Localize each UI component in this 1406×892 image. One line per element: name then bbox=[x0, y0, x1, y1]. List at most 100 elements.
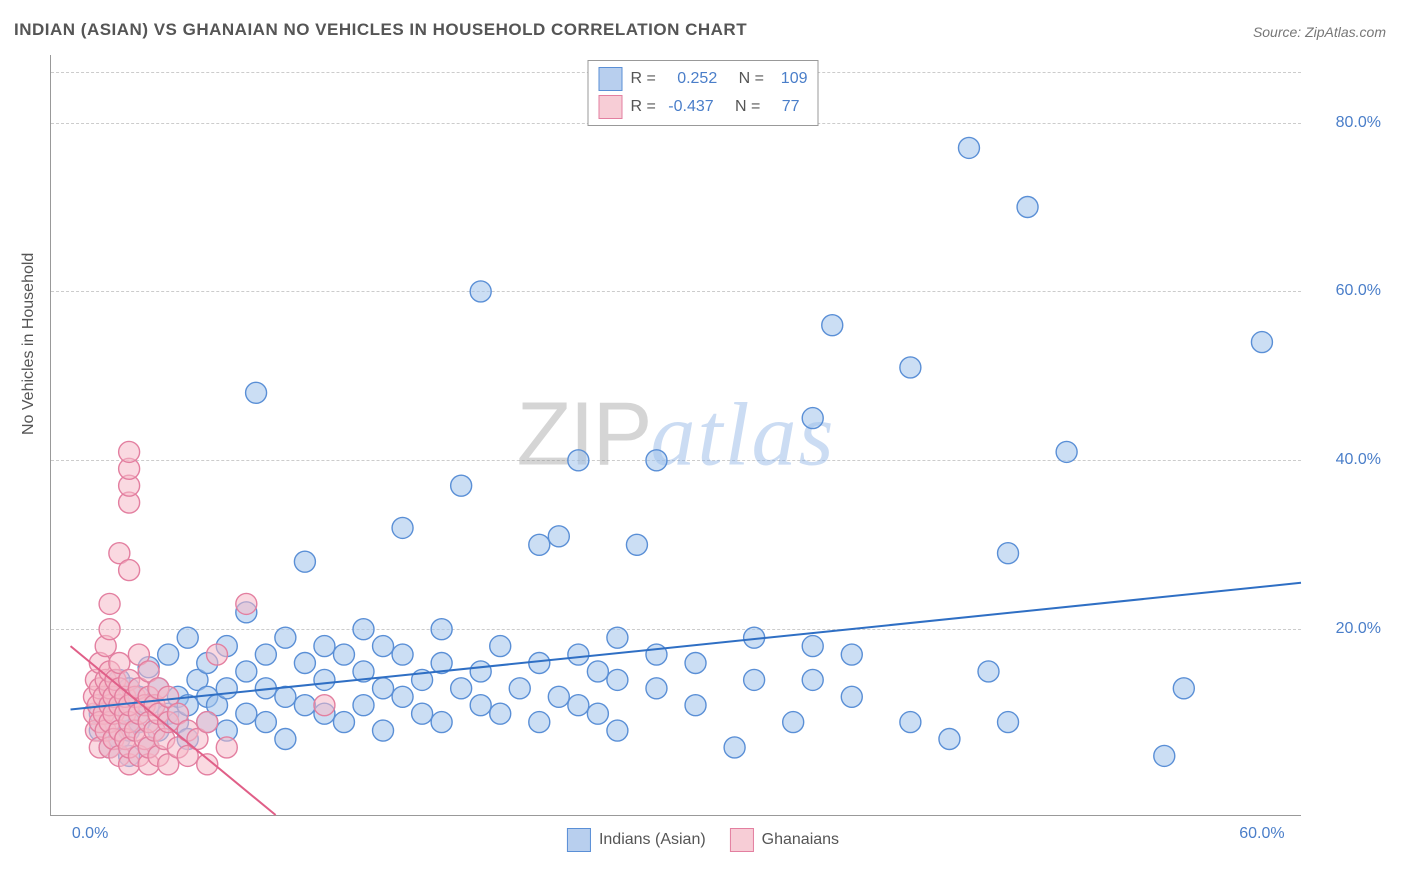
legend-series-label: Indians (Asian) bbox=[599, 831, 706, 849]
data-point bbox=[207, 644, 228, 665]
data-point bbox=[958, 137, 979, 158]
n-label: N = bbox=[725, 70, 768, 88]
data-point bbox=[490, 636, 511, 657]
data-point bbox=[529, 534, 550, 555]
data-point bbox=[978, 661, 999, 682]
data-point bbox=[509, 678, 530, 699]
legend-swatch bbox=[599, 95, 623, 119]
data-point bbox=[685, 695, 706, 716]
data-point bbox=[236, 593, 257, 614]
r-value: 0.252 bbox=[668, 70, 717, 88]
data-point bbox=[314, 636, 335, 657]
data-point bbox=[587, 703, 608, 724]
y-tick-label: 20.0% bbox=[1311, 620, 1381, 638]
data-point bbox=[1017, 197, 1038, 218]
legend-series-item: Ghanaians bbox=[730, 828, 839, 852]
data-point bbox=[1173, 678, 1194, 699]
data-point bbox=[99, 619, 120, 640]
data-point bbox=[646, 450, 667, 471]
data-point bbox=[294, 551, 315, 572]
data-point bbox=[900, 357, 921, 378]
data-point bbox=[197, 712, 218, 733]
data-point bbox=[587, 661, 608, 682]
data-point bbox=[353, 695, 374, 716]
data-point bbox=[998, 543, 1019, 564]
legend-swatch bbox=[730, 828, 754, 852]
data-point bbox=[470, 661, 491, 682]
data-point bbox=[119, 441, 140, 462]
data-point bbox=[998, 712, 1019, 733]
data-point bbox=[568, 450, 589, 471]
data-point bbox=[216, 678, 237, 699]
data-point bbox=[275, 729, 296, 750]
data-point bbox=[802, 636, 823, 657]
y-axis-label: No Vehicles in Household bbox=[20, 253, 38, 435]
n-label: N = bbox=[722, 98, 765, 116]
data-point bbox=[392, 517, 413, 538]
data-point bbox=[1154, 745, 1175, 766]
data-point bbox=[373, 678, 394, 699]
legend-series-label: Ghanaians bbox=[762, 831, 839, 849]
data-point bbox=[294, 653, 315, 674]
data-point bbox=[294, 695, 315, 716]
data-point bbox=[626, 534, 647, 555]
data-point bbox=[802, 669, 823, 690]
data-point bbox=[353, 619, 374, 640]
data-point bbox=[255, 644, 276, 665]
data-point bbox=[451, 475, 472, 496]
data-point bbox=[470, 695, 491, 716]
data-point bbox=[314, 695, 335, 716]
data-point bbox=[373, 636, 394, 657]
data-point bbox=[451, 678, 472, 699]
data-point bbox=[900, 712, 921, 733]
data-point bbox=[216, 737, 237, 758]
data-point bbox=[373, 720, 394, 741]
data-point bbox=[1251, 332, 1272, 353]
r-label: R = bbox=[631, 70, 661, 88]
data-point bbox=[470, 281, 491, 302]
data-point bbox=[568, 695, 589, 716]
data-point bbox=[392, 686, 413, 707]
legend-series-item: Indians (Asian) bbox=[567, 828, 706, 852]
data-point bbox=[646, 644, 667, 665]
legend-stats-row: R = -0.437 N = 77 bbox=[599, 93, 808, 121]
y-tick-label: 80.0% bbox=[1311, 114, 1381, 132]
data-point bbox=[246, 382, 267, 403]
data-point bbox=[255, 712, 276, 733]
data-point bbox=[841, 644, 862, 665]
data-point bbox=[685, 653, 706, 674]
legend-stats: R = 0.252 N = 109R = -0.437 N = 77 bbox=[588, 60, 819, 126]
data-point bbox=[177, 627, 198, 648]
data-point bbox=[275, 627, 296, 648]
data-point bbox=[99, 593, 120, 614]
data-point bbox=[529, 712, 550, 733]
chart-svg bbox=[51, 55, 1301, 815]
data-point bbox=[646, 678, 667, 699]
source-label: Source: ZipAtlas.com bbox=[1253, 24, 1386, 40]
y-tick-label: 60.0% bbox=[1311, 282, 1381, 300]
data-point bbox=[607, 669, 628, 690]
data-point bbox=[841, 686, 862, 707]
data-point bbox=[412, 703, 433, 724]
data-point bbox=[822, 315, 843, 336]
data-point bbox=[1056, 441, 1077, 462]
data-point bbox=[548, 526, 569, 547]
data-point bbox=[568, 644, 589, 665]
data-point bbox=[939, 729, 960, 750]
data-point bbox=[275, 686, 296, 707]
data-point bbox=[607, 720, 628, 741]
x-tick-label: 60.0% bbox=[1239, 825, 1284, 843]
r-label: R = bbox=[631, 98, 661, 116]
legend-stats-row: R = 0.252 N = 109 bbox=[599, 65, 808, 93]
data-point bbox=[392, 644, 413, 665]
data-point bbox=[236, 661, 257, 682]
data-point bbox=[236, 703, 257, 724]
data-point bbox=[724, 737, 745, 758]
r-value: -0.437 bbox=[668, 98, 713, 116]
data-point bbox=[607, 627, 628, 648]
legend-swatch bbox=[599, 67, 623, 91]
data-point bbox=[548, 686, 569, 707]
data-point bbox=[529, 653, 550, 674]
chart-title: INDIAN (ASIAN) VS GHANAIAN NO VEHICLES I… bbox=[14, 20, 747, 40]
data-point bbox=[744, 669, 765, 690]
